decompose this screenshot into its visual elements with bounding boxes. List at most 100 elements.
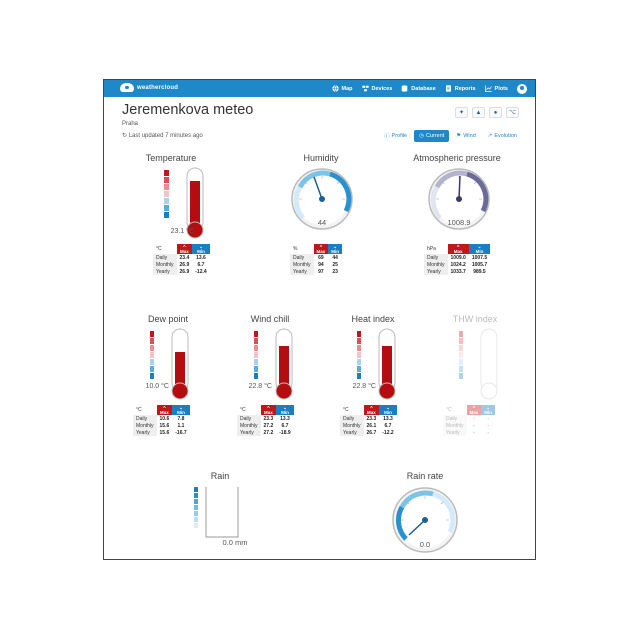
windchill-thermometer (254, 328, 293, 400)
heatindex-title: Heat index (351, 314, 395, 324)
humidity-minmax-table: % ^ Max ⌄ Min Daily 69 44 Monthly 94 25 Yearly 97… (290, 244, 343, 275)
table-row: Daily 69 44 (290, 254, 342, 261)
nav-plots-label: Plots (494, 85, 508, 92)
thermometer-scale (254, 331, 258, 379)
tab-evolution-label: Evolution (494, 133, 517, 139)
min-header: ⌄ Min (379, 405, 397, 415)
table-row: Daily 23.4 13.6 (153, 254, 210, 261)
table-row: Yearly - - (443, 429, 495, 436)
pressure-needle (458, 175, 461, 200)
flag-icon: ⚑ (456, 133, 462, 139)
evolution-icon: ↗ (487, 133, 493, 139)
pressure-gauge (428, 168, 490, 230)
tab-wind[interactable]: ⚑ Wind (451, 130, 480, 142)
tab-profile-label: Profile (391, 133, 408, 139)
dewpoint-thermometer (150, 328, 189, 400)
rainrate-needle (408, 519, 426, 536)
temperature-value: 23.1 °C (170, 228, 194, 235)
chart-icon: ▲ (475, 109, 482, 116)
unit-label: °C (156, 246, 162, 252)
rainrate-title: Rain rate (406, 471, 444, 481)
dashboard-frame: weathercloud Map Devices Database Report… (103, 79, 536, 560)
thw-title: THW index (452, 314, 498, 324)
nav-database[interactable]: Database (401, 85, 436, 92)
tab-current[interactable]: ◷ Current (414, 130, 450, 142)
table-row: Monthly 15.6 1.1 (133, 422, 190, 429)
windchill-value: 22.8 °C (248, 383, 272, 390)
table-row: Yearly 15.6 -16.7 (133, 429, 190, 436)
nav-map-label: Map (341, 85, 353, 92)
max-header: ^ Max (447, 244, 469, 254)
tab-evolution[interactable]: ↗ Evolution (483, 130, 522, 142)
rain-title: Rain (210, 471, 230, 481)
temperature-mercury (190, 181, 200, 231)
dewpoint-value: 10.0 °C (145, 383, 169, 390)
star-icon: ● (493, 109, 498, 116)
brand-name: weathercloud (137, 84, 179, 91)
heatindex-value: 22.8 °C (352, 383, 376, 390)
weathercloud-logo[interactable]: weathercloud (120, 83, 178, 92)
table-row: Daily 1009.0 1007.5 (424, 254, 490, 261)
max-header: ^ Max (313, 244, 329, 254)
table-row: Daily 23.3 13.3 (237, 415, 294, 422)
pressure-value: 1008.9 (447, 218, 471, 227)
nav-map[interactable]: Map (331, 85, 353, 92)
twitter-share-button[interactable]: ✦ (455, 107, 468, 118)
nav-devices[interactable]: Devices (361, 85, 393, 92)
station-title: Jeremenkova meteo (122, 102, 254, 118)
table-row: Yearly 26.7 -12.2 (340, 429, 397, 436)
table-row: Daily 23.3 13.3 (340, 415, 397, 422)
table-row: Yearly 1033.7 989.5 (424, 268, 490, 275)
table-row: Yearly 26.9 -12.4 (153, 268, 210, 275)
max-header: ^ Max (466, 405, 482, 415)
rainrate-gauge (392, 487, 458, 553)
max-header: ^ Max (260, 405, 277, 415)
thermometer-scale (357, 331, 361, 379)
view-tabs: ⓘ Profile ◷ Current ⚑ Wind ↗ Evolution (379, 130, 522, 142)
min-header: ⌄ Min (276, 405, 294, 415)
refresh-icon: ↻ (122, 133, 128, 139)
favorite-button[interactable]: ● (489, 107, 502, 118)
thw-thermometer (459, 328, 498, 400)
heatindex-thermometer (357, 328, 396, 400)
temperature-minmax-table: °C ^ Max ⌄ Min Daily 23.4 13.6 Monthly 26.9 6.7 … (153, 244, 210, 275)
max-header: ^ Max (176, 244, 193, 254)
user-avatar-icon[interactable] (517, 83, 527, 94)
globe-icon (331, 85, 339, 92)
nav-devices-label: Devices (371, 85, 393, 92)
info-icon: ⓘ (384, 134, 390, 140)
heatindex-mercury (382, 346, 392, 392)
table-row: Daily - - (443, 415, 495, 422)
dewpoint-mercury (175, 352, 185, 392)
nav-database-label: Database (411, 85, 436, 92)
rain-gauge-cylinder (194, 487, 239, 538)
table-row: Monthly 26.9 6.7 (153, 261, 210, 268)
nav-plots[interactable]: Plots (484, 85, 508, 92)
windchill-title: Wind chill (250, 314, 290, 324)
pressure-minmax-table: hPa ^ Max ⌄ Min Daily 1009.0 1007.5 Monthly 102… (424, 244, 491, 275)
share-button[interactable]: ⌥ (506, 107, 519, 118)
devices-icon (361, 85, 369, 92)
nav-reports-label: Reports (454, 85, 476, 92)
share-buttons: ✦ ▲ ● ⌥ (455, 107, 519, 118)
clock-icon: ◷ (419, 133, 424, 139)
tab-profile[interactable]: ⓘ Profile (379, 130, 412, 142)
database-icon (401, 85, 408, 92)
windchill-minmax-table: °C ^ Max ⌄ Min Daily 23.3 13.3 Monthly 27.2 6.7 … (237, 405, 294, 436)
heatindex-minmax-table: °C ^ Max ⌄ Min Daily 23.3 13.3 Monthly 26.1 6.7 … (340, 405, 397, 436)
last-updated: ↻ Last updated 7 minutes ago (122, 132, 203, 139)
pressure-title: Atmospheric pressure (413, 153, 501, 163)
tab-wind-label: Wind (463, 133, 476, 139)
top-navbar: weathercloud Map Devices Database Report… (104, 80, 535, 97)
chart-share-button[interactable]: ▲ (472, 107, 485, 118)
table-row: Yearly 97 23 (290, 268, 342, 275)
table-row: Monthly 1024.2 1005.7 (424, 261, 490, 268)
rain-scale (194, 487, 198, 528)
min-header: ⌄ Min (481, 405, 496, 415)
nav-reports[interactable]: Reports (445, 85, 476, 92)
humidity-needle (313, 176, 323, 200)
temperature-thermometer (164, 167, 204, 239)
table-row: Monthly - - (443, 422, 495, 429)
thw-minmax-table: °C ^ Max ⌄ Min Daily - - Monthly - - Yearly - - (443, 405, 496, 436)
station-location: Praha (122, 121, 139, 127)
